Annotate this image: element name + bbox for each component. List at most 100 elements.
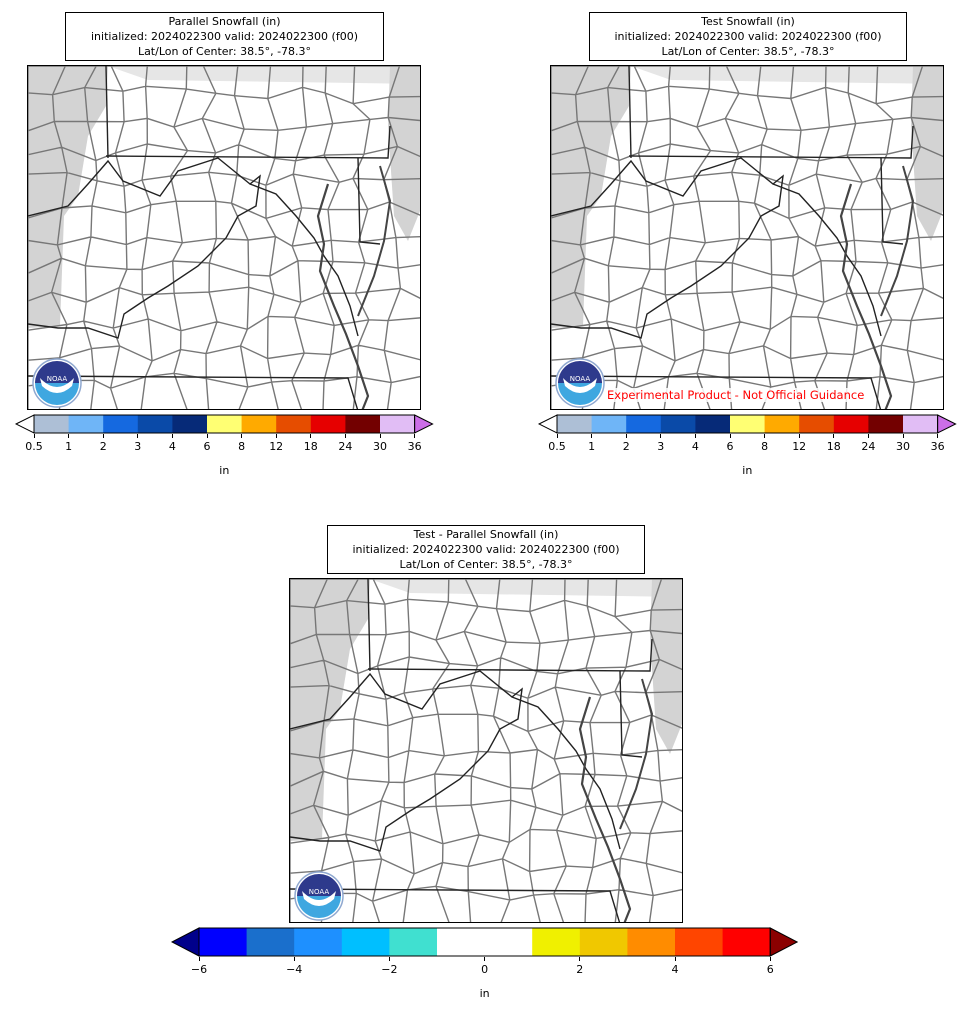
title-line: initialized: 2024022300 valid: 202402230… — [91, 30, 358, 43]
panel-title-parallel: Parallel Snowfall (in) initialized: 2024… — [65, 12, 384, 61]
colorbar-tick — [694, 434, 696, 438]
colorbar-tick — [171, 434, 173, 438]
colorbar-tick-label: 12 — [792, 440, 807, 453]
title-line: Test - Parallel Snowfall (in) — [413, 528, 559, 541]
colorbar-segment — [294, 928, 343, 956]
map-parallel: NOAA — [27, 65, 421, 410]
experimental-watermark: Experimental Product - Not Official Guid… — [605, 388, 867, 402]
colorbar-segment — [868, 415, 904, 433]
outside-region-east — [650, 579, 682, 754]
colorbar-segment — [137, 415, 173, 433]
colorbar-tick — [729, 434, 731, 438]
colorbar-segment — [199, 928, 248, 956]
colorbar-segment — [484, 928, 533, 956]
colorbar-tick-label: 8 — [761, 440, 769, 453]
logo-text: NOAA — [570, 375, 591, 383]
colorbar-segment — [389, 928, 438, 956]
colorbar-tick-label: 4 — [168, 440, 176, 453]
county-map — [290, 579, 682, 922]
county-map — [551, 66, 943, 409]
colorbar-over-triangle — [937, 414, 957, 434]
state-boundary-pa-west — [628, 66, 632, 159]
colorbar-segment — [103, 415, 139, 433]
colorbar-tick-label: 3 — [657, 440, 665, 453]
colorbar-tick — [769, 957, 771, 961]
state-boundary-pa — [367, 638, 653, 672]
atlantic-coastline — [880, 165, 915, 317]
colorbar-tick — [310, 434, 312, 438]
colorbar-segment — [591, 415, 627, 433]
colorbar-tick — [241, 434, 243, 438]
colorbar-tick-label: −4 — [286, 963, 303, 976]
title-line: Lat/Lon of Center: 38.5°, -78.3° — [137, 45, 312, 58]
panel-title-difference: Test - Parallel Snowfall (in) initialize… — [327, 525, 645, 574]
colorbar-unit-label: in — [219, 464, 230, 477]
colorbar-segment — [660, 415, 696, 433]
outside-region-east — [388, 66, 420, 241]
colorbar-unit-label: in — [742, 464, 753, 477]
colorbar-svg — [538, 414, 957, 434]
colorbar-segment — [310, 415, 346, 433]
colorbar-outline — [556, 414, 939, 434]
colorbar-tick — [833, 434, 835, 438]
colorbar-tick-label: 3 — [134, 440, 142, 453]
colorbar-tick — [198, 957, 200, 961]
colorbar-segment — [246, 928, 295, 956]
outside-region-west — [290, 579, 370, 841]
colorbar-segment — [626, 415, 662, 433]
colorbar-segment — [380, 415, 416, 433]
colorbar-tick-label: 36 — [930, 440, 945, 453]
colorbar-segment — [207, 415, 243, 433]
title-line: Parallel Snowfall (in) — [168, 15, 281, 28]
colorbar-tick — [937, 434, 939, 438]
colorbar-segment — [903, 415, 939, 433]
colorbar-tick-label: 18 — [826, 440, 841, 453]
colorbar-segment — [730, 415, 766, 433]
colorbar-tick-label: 0.5 — [548, 440, 566, 453]
colorbar-tick — [102, 434, 104, 438]
logo-text: NOAA — [47, 375, 68, 383]
colorbar-tick — [867, 434, 869, 438]
colorbar-under-triangle — [538, 414, 558, 434]
colorbar-tick-label: 0.5 — [25, 440, 43, 453]
colorbar-outline — [198, 927, 771, 957]
colorbar-tick — [798, 434, 800, 438]
colorbar-segment — [68, 415, 104, 433]
colorbar-tick-label: 36 — [407, 440, 422, 453]
atlantic-coastline — [357, 165, 392, 317]
colorbar-unit-label: in — [479, 987, 490, 1000]
state-boundary-va-md — [511, 696, 621, 850]
colorbar-tick-label: 2 — [99, 440, 107, 453]
colorbar-tick-label: 24 — [861, 440, 876, 453]
colorbar-segment — [34, 415, 70, 433]
colorbar-tick — [68, 434, 70, 438]
snow-colorbar: 0.5 1 2 3 4 6 8 12 18 24 30 36 in — [15, 414, 435, 484]
state-boundary-pa — [105, 125, 391, 159]
state-boundary-va-nc — [28, 375, 359, 409]
state-boundary-va-nc — [551, 375, 882, 409]
colorbar-tick — [591, 434, 593, 438]
colorbar-tick-label: 30 — [373, 440, 387, 453]
state-boundary-de — [880, 157, 904, 245]
colorbar-tick — [579, 957, 581, 961]
state-boundary-va-md — [772, 183, 882, 337]
county-boundaries — [551, 66, 943, 409]
colorbar-tick-label: 6 — [766, 963, 774, 976]
colorbar-svg — [171, 927, 799, 957]
map-test: NOAA Experimental Product - Not Official… — [550, 65, 944, 410]
title-line: initialized: 2024022300 valid: 202402230… — [614, 30, 882, 43]
chesapeake-bay-coastline — [316, 183, 370, 409]
colorbar-tick — [674, 957, 676, 961]
colorbar-segment — [241, 415, 277, 433]
colorbar-segment — [345, 415, 381, 433]
title-line: Lat/Lon of Center: 38.5°, -78.3° — [399, 558, 573, 571]
colorbar-tick-label: 1 — [65, 440, 73, 453]
county-boundaries — [290, 579, 682, 922]
colorbar-tick — [275, 434, 277, 438]
colorbar-tick — [293, 957, 295, 961]
state-boundary-va-md — [249, 183, 359, 337]
noaa-logo-svg: NOAA — [294, 871, 344, 921]
colorbar-segment — [627, 928, 676, 956]
colorbar-tick — [344, 434, 346, 438]
colorbar-tick-label: 12 — [269, 440, 284, 453]
